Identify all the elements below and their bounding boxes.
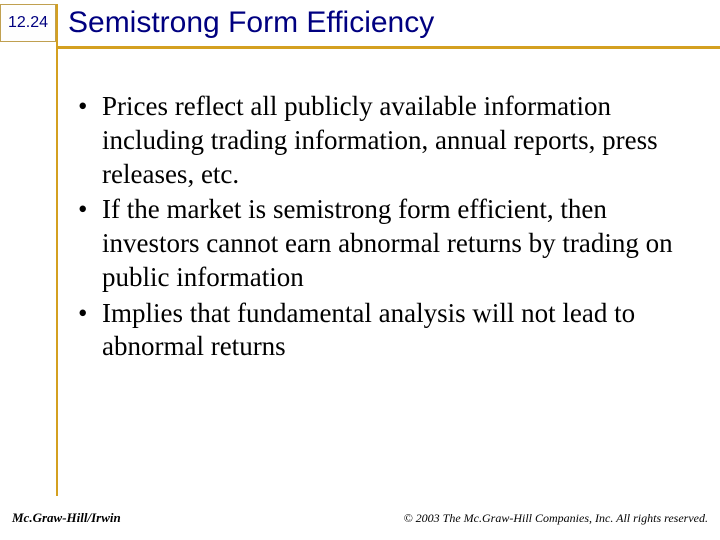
slide-content: • Prices reflect all publicly available …	[78, 90, 692, 366]
slide-header: 12.24 Semistrong Form Efficiency	[0, 0, 720, 42]
slide-number: 12.24	[8, 14, 48, 32]
bullet-text: If the market is semistrong form efficie…	[102, 193, 692, 294]
bullet-text: Prices reflect all publicly available in…	[102, 90, 692, 191]
footer-publisher: Mc.Graw-Hill/Irwin	[12, 510, 121, 526]
bullet-item: • Implies that fundamental analysis will…	[78, 297, 692, 365]
title-underline	[56, 46, 720, 49]
slide-number-box: 12.24	[0, 4, 56, 42]
footer-copyright: © 2003 The Mc.Graw-Hill Companies, Inc. …	[404, 511, 708, 526]
bullet-marker: •	[78, 193, 96, 294]
bullet-marker: •	[78, 90, 96, 191]
slide-footer: Mc.Graw-Hill/Irwin © 2003 The Mc.Graw-Hi…	[12, 510, 708, 526]
bullet-item: • If the market is semistrong form effic…	[78, 193, 692, 294]
left-vertical-rule	[56, 4, 58, 496]
bullet-text: Implies that fundamental analysis will n…	[102, 297, 692, 365]
slide-title: Semistrong Form Efficiency	[68, 6, 434, 40]
bullet-item: • Prices reflect all publicly available …	[78, 90, 692, 191]
bullet-marker: •	[78, 297, 96, 365]
